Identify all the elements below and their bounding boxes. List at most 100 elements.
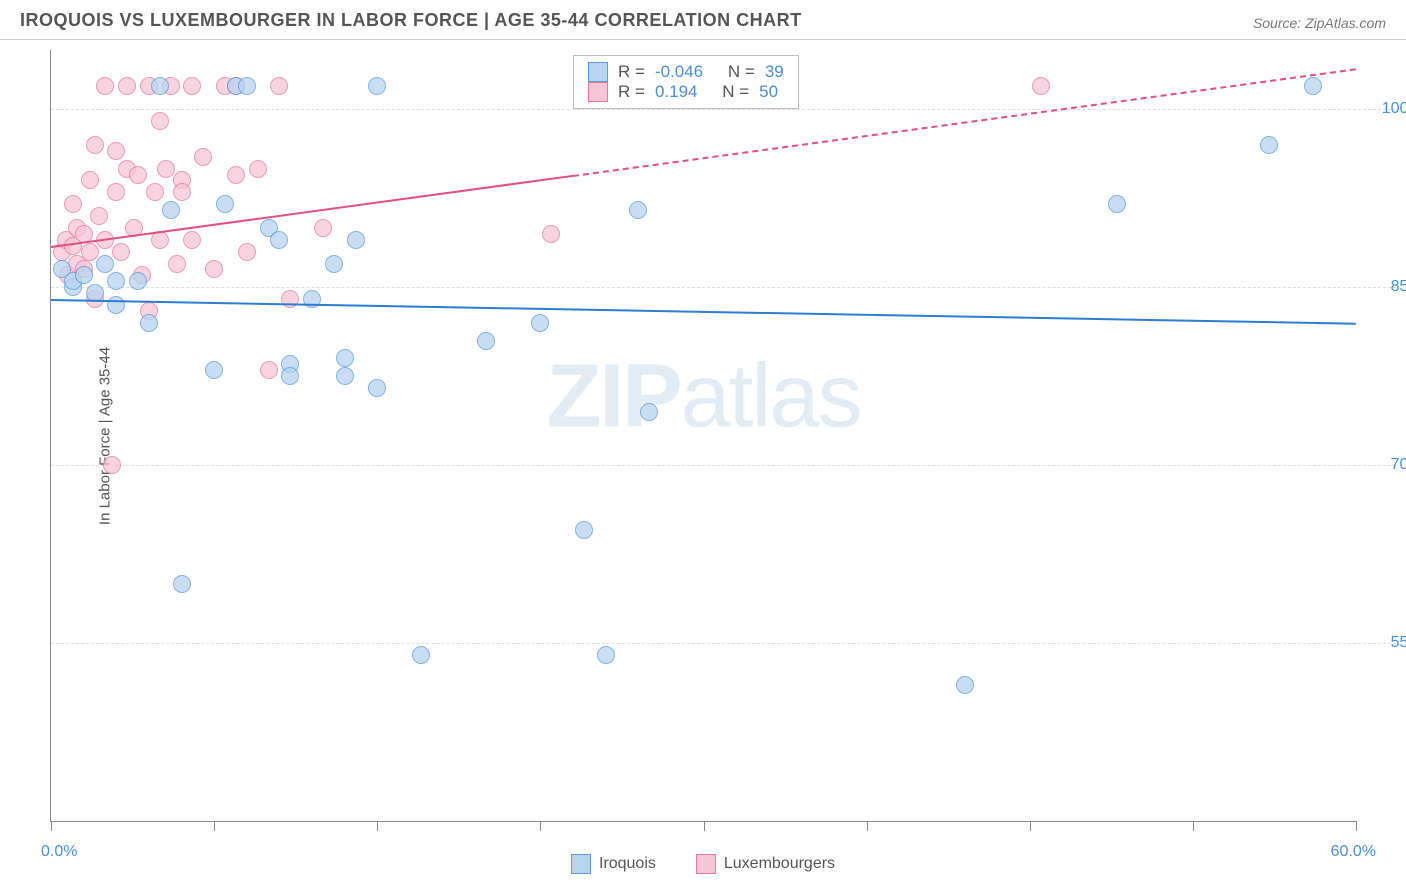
scatter-point-iroquois <box>129 272 147 290</box>
scatter-point-iroquois <box>325 255 343 273</box>
y-tick-label: 55.0% <box>1366 634 1406 652</box>
scatter-point-luxembourgers <box>112 243 130 261</box>
scatter-point-luxembourgers <box>314 219 332 237</box>
chart-legend: Iroquois Luxembourgers <box>0 854 1406 874</box>
scatter-point-iroquois <box>640 403 658 421</box>
y-tick-label: 85.0% <box>1366 278 1406 296</box>
watermark: ZIPatlas <box>546 345 860 448</box>
scatter-point-iroquois <box>368 379 386 397</box>
scatter-point-luxembourgers <box>103 456 121 474</box>
scatter-point-iroquois <box>336 367 354 385</box>
luxembourgers-legend-swatch-icon <box>696 854 716 874</box>
scatter-point-luxembourgers <box>227 166 245 184</box>
legend-label-iroquois: Iroquois <box>599 855 656 873</box>
scatter-point-luxembourgers <box>157 160 175 178</box>
scatter-point-iroquois <box>412 646 430 664</box>
scatter-point-iroquois <box>96 255 114 273</box>
iroquois-swatch-icon <box>588 62 608 82</box>
scatter-point-iroquois <box>151 77 169 95</box>
x-tick <box>867 821 868 831</box>
watermark-atlas: atlas <box>680 346 860 446</box>
scatter-chart: ZIPatlas In Labor Force | Age 35-44 R = … <box>50 50 1356 822</box>
y-axis-title: In Labor Force | Age 35-44 <box>97 346 114 524</box>
scatter-point-iroquois <box>173 575 191 593</box>
scatter-point-luxembourgers <box>173 183 191 201</box>
chart-header: IROQUOIS VS LUXEMBOURGER IN LABOR FORCE … <box>0 0 1406 40</box>
scatter-point-luxembourgers <box>146 183 164 201</box>
y-tick-label: 70.0% <box>1366 456 1406 474</box>
scatter-point-iroquois <box>238 77 256 95</box>
scatter-point-luxembourgers <box>249 160 267 178</box>
scatter-point-luxembourgers <box>118 77 136 95</box>
regression-line <box>51 175 573 248</box>
legend-item-iroquois: Iroquois <box>571 854 656 874</box>
x-tick <box>704 821 705 831</box>
scatter-point-luxembourgers <box>90 207 108 225</box>
scatter-point-luxembourgers <box>107 183 125 201</box>
scatter-point-iroquois <box>140 314 158 332</box>
scatter-point-luxembourgers <box>194 148 212 166</box>
r-label: R = <box>618 62 645 82</box>
scatter-point-iroquois <box>531 314 549 332</box>
scatter-point-luxembourgers <box>107 142 125 160</box>
x-tick <box>1356 821 1357 831</box>
scatter-point-iroquois <box>956 676 974 694</box>
scatter-point-iroquois <box>597 646 615 664</box>
scatter-point-iroquois <box>107 272 125 290</box>
scatter-point-iroquois <box>162 201 180 219</box>
stats-row-iroquois: R = -0.046 N = 39 <box>588 62 784 82</box>
scatter-point-iroquois <box>368 77 386 95</box>
r-value-luxembourgers: 0.194 <box>655 82 698 102</box>
scatter-point-luxembourgers <box>260 361 278 379</box>
x-tick <box>51 821 52 831</box>
scatter-point-luxembourgers <box>183 77 201 95</box>
legend-label-luxembourgers: Luxembourgers <box>724 855 835 873</box>
x-tick <box>1193 821 1194 831</box>
gridline <box>51 465 1396 466</box>
scatter-point-luxembourgers <box>96 77 114 95</box>
scatter-point-iroquois <box>477 332 495 350</box>
chart-title: IROQUOIS VS LUXEMBOURGER IN LABOR FORCE … <box>20 10 802 31</box>
gridline <box>51 109 1396 110</box>
x-tick <box>1030 821 1031 831</box>
n-value-iroquois: 39 <box>765 62 784 82</box>
scatter-point-iroquois <box>575 521 593 539</box>
scatter-point-luxembourgers <box>238 243 256 261</box>
scatter-point-luxembourgers <box>270 77 288 95</box>
scatter-point-luxembourgers <box>129 166 147 184</box>
scatter-point-iroquois <box>270 231 288 249</box>
r-value-iroquois: -0.046 <box>655 62 703 82</box>
correlation-stats-box: R = -0.046 N = 39 R = 0.194 N = 50 <box>573 55 799 109</box>
scatter-point-iroquois <box>205 361 223 379</box>
chart-source: Source: ZipAtlas.com <box>1253 15 1386 31</box>
x-tick <box>377 821 378 831</box>
r-label: R = <box>618 82 645 102</box>
luxembourgers-swatch-icon <box>588 82 608 102</box>
gridline <box>51 287 1396 288</box>
scatter-point-iroquois <box>75 266 93 284</box>
y-tick-label: 100.0% <box>1366 100 1406 118</box>
scatter-point-iroquois <box>629 201 647 219</box>
scatter-point-iroquois <box>1260 136 1278 154</box>
legend-item-luxembourgers: Luxembourgers <box>696 854 835 874</box>
scatter-point-iroquois <box>347 231 365 249</box>
n-label: N = <box>722 82 749 102</box>
scatter-point-luxembourgers <box>81 171 99 189</box>
scatter-point-luxembourgers <box>168 255 186 273</box>
scatter-point-iroquois <box>1304 77 1322 95</box>
scatter-point-iroquois <box>107 296 125 314</box>
regression-line <box>51 299 1356 325</box>
scatter-point-luxembourgers <box>183 231 201 249</box>
iroquois-legend-swatch-icon <box>571 854 591 874</box>
scatter-point-luxembourgers <box>205 260 223 278</box>
scatter-point-luxembourgers <box>81 243 99 261</box>
scatter-point-iroquois <box>281 367 299 385</box>
n-label: N = <box>728 62 755 82</box>
scatter-point-luxembourgers <box>1032 77 1050 95</box>
scatter-point-iroquois <box>1108 195 1126 213</box>
scatter-point-iroquois <box>336 349 354 367</box>
x-tick <box>214 821 215 831</box>
scatter-point-luxembourgers <box>86 136 104 154</box>
stats-row-luxembourgers: R = 0.194 N = 50 <box>588 82 784 102</box>
x-tick <box>540 821 541 831</box>
